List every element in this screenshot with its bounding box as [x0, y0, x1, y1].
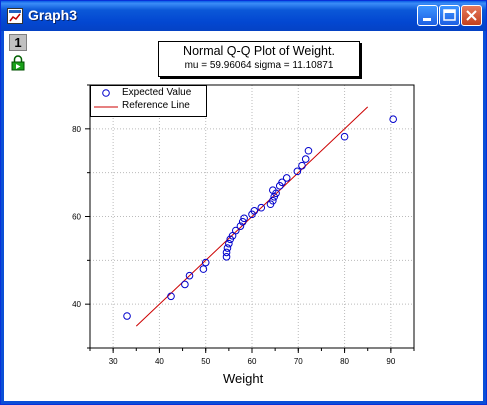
title-bar[interactable]: Graph3 [1, 1, 486, 31]
legend-label: Expected Value [122, 87, 192, 98]
data-point [282, 174, 291, 182]
plot-title: Normal Q-Q Plot of Weight. [183, 44, 335, 58]
data-point [389, 115, 397, 123]
legend-entry-reference-line: Reference Line [91, 100, 206, 114]
legend-label: Reference Line [122, 100, 190, 111]
data-point [269, 186, 277, 194]
data-point [301, 155, 310, 163]
data-point [181, 280, 189, 289]
maximize-icon [443, 9, 456, 21]
data-point [222, 253, 231, 261]
data-point [123, 312, 131, 320]
data-point [293, 167, 302, 176]
data-point [232, 226, 240, 235]
plot-subtitle: mu = 59.96064 sigma = 11.10871 [184, 60, 334, 71]
plot-title-box[interactable]: Normal Q-Q Plot of Weight. mu = 59.96064… [158, 41, 360, 77]
y-tick-label: 60 [72, 213, 81, 222]
window-title: Graph3 [28, 7, 78, 23]
legend-line-icon [94, 106, 118, 108]
lock-icon[interactable] [11, 55, 25, 71]
data-point [298, 161, 306, 170]
maximize-button[interactable] [439, 5, 460, 26]
window-border-right [483, 31, 486, 404]
x-axis-label: Weight [223, 371, 264, 386]
y-tick-label: 40 [72, 300, 81, 309]
x-tick-label: 70 [294, 357, 303, 366]
close-icon [466, 10, 477, 21]
data-point [222, 248, 231, 257]
x-tick-label: 60 [248, 357, 257, 366]
minimize-button[interactable] [417, 5, 438, 26]
data-point [185, 271, 194, 280]
data-point [250, 207, 259, 215]
layer-tab[interactable]: 1 [9, 34, 27, 51]
close-button[interactable] [461, 5, 482, 26]
data-point [240, 214, 248, 223]
legend-circle-icon [102, 89, 110, 97]
x-tick-label: 90 [386, 357, 395, 366]
data-point [257, 203, 266, 212]
data-point [238, 217, 247, 226]
data-point [167, 292, 175, 301]
minimize-icon [423, 18, 431, 21]
graph-app-icon [7, 8, 23, 24]
legend-entry-expected-value: Expected Value [91, 87, 206, 101]
legend[interactable]: Expected Value Reference Line [90, 85, 207, 117]
x-tick-label: 30 [109, 357, 118, 366]
data-point [269, 196, 277, 205]
y-tick-label: 80 [72, 125, 81, 134]
window-border-left [1, 31, 4, 404]
data-point [223, 244, 232, 252]
x-tick-label: 40 [155, 357, 164, 366]
data-point [201, 258, 210, 267]
x-tick-label: 80 [340, 357, 349, 366]
data-point [199, 265, 208, 273]
reference-line [135, 106, 369, 327]
data-point [340, 132, 349, 141]
data-point [304, 146, 313, 155]
data-point [278, 178, 286, 187]
data-point [236, 222, 245, 230]
x-tick-label: 50 [201, 357, 210, 366]
data-point [225, 239, 233, 248]
window-border-bottom [1, 401, 486, 404]
